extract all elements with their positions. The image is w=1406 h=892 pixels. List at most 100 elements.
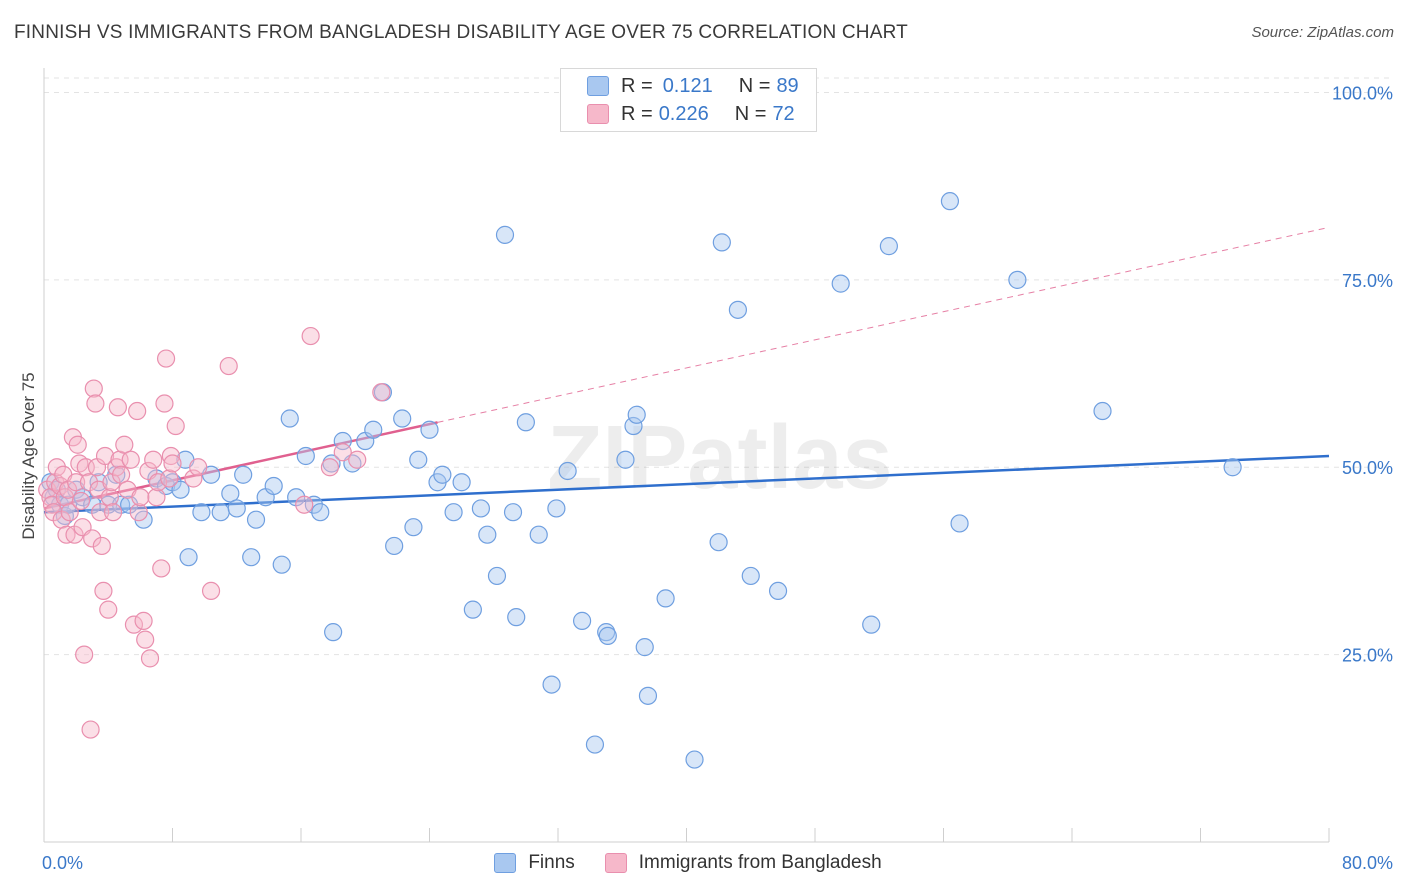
point-finns bbox=[529, 525, 548, 544]
point-finns bbox=[192, 503, 211, 522]
point-finns bbox=[409, 450, 428, 469]
point-bangladesh bbox=[295, 495, 314, 514]
point-finns bbox=[471, 499, 490, 518]
point-bangladesh bbox=[147, 488, 166, 507]
point-finns bbox=[831, 274, 850, 293]
source-label: Source: ZipAtlas.com bbox=[1251, 24, 1394, 41]
point-finns bbox=[685, 750, 704, 769]
legend-item-bangladesh: Immigrants from Bangladesh bbox=[604, 852, 882, 874]
point-finns bbox=[638, 686, 658, 705]
point-finns bbox=[598, 626, 617, 645]
point-finns bbox=[89, 473, 108, 492]
legend-swatch-finns bbox=[587, 76, 609, 96]
point-bangladesh bbox=[94, 581, 113, 601]
watermark: ZIPatlas bbox=[547, 408, 892, 508]
point-bangladesh bbox=[219, 356, 238, 376]
point-bangladesh bbox=[99, 600, 118, 619]
point-finns bbox=[264, 476, 283, 496]
point-finns bbox=[862, 615, 881, 634]
series-legend: Finns Immigrants from Bangladesh bbox=[0, 852, 1406, 874]
point-finns bbox=[433, 465, 452, 484]
point-bangladesh bbox=[348, 450, 367, 469]
tick-labels: 25.0% 50.0% 75.0% 100.0% 0.0% 80.0% bbox=[42, 83, 1393, 873]
point-bangladesh bbox=[320, 458, 340, 477]
point-finns bbox=[1223, 458, 1242, 477]
point-bangladesh bbox=[161, 446, 180, 466]
series-bangladesh-points bbox=[38, 326, 391, 739]
y-tick-label: 25.0% bbox=[1342, 646, 1393, 666]
point-bangladesh bbox=[84, 379, 103, 398]
trend-line-finns bbox=[43, 454, 1330, 514]
point-finns bbox=[311, 503, 330, 522]
point-finns bbox=[227, 499, 246, 518]
point-finns bbox=[709, 533, 728, 552]
legend-item-finns: Finns bbox=[494, 852, 575, 874]
point-bangladesh bbox=[75, 645, 94, 664]
point-finns bbox=[420, 420, 439, 439]
point-finns bbox=[296, 446, 315, 466]
y-axis-label: Disability Age Over 75 bbox=[19, 372, 38, 539]
point-finns bbox=[879, 237, 898, 256]
point-bangladesh bbox=[103, 503, 123, 522]
y-tick-label: 50.0% bbox=[1342, 458, 1393, 478]
legend-n-value: 72 bbox=[772, 102, 795, 125]
point-finns bbox=[393, 409, 412, 428]
trend-line-bangladesh-extension bbox=[437, 226, 1330, 423]
point-bangladesh bbox=[140, 649, 160, 668]
point-bangladesh bbox=[115, 435, 134, 454]
point-bangladesh bbox=[68, 435, 87, 454]
point-finns bbox=[463, 600, 482, 619]
legend-swatch-bangladesh bbox=[587, 104, 609, 124]
point-finns bbox=[304, 495, 323, 514]
point-bangladesh bbox=[71, 491, 91, 511]
chart-title: FINNISH VS IMMIGRANTS FROM BANGLADESH DI… bbox=[14, 22, 908, 43]
point-finns bbox=[507, 608, 526, 627]
axes bbox=[43, 68, 1330, 843]
legend-label-finns: Finns bbox=[528, 852, 575, 873]
x-tick-label-min: 0.0% bbox=[42, 853, 83, 873]
point-bangladesh bbox=[92, 536, 111, 556]
point-finns bbox=[712, 233, 731, 252]
point-bangladesh bbox=[160, 469, 179, 488]
grid-lines bbox=[44, 77, 1394, 656]
point-bangladesh bbox=[166, 416, 185, 436]
point-bangladesh bbox=[108, 398, 127, 417]
point-finns bbox=[234, 465, 253, 484]
legend-r-label: R = bbox=[621, 102, 653, 125]
point-bangladesh bbox=[189, 458, 208, 477]
point-bangladesh bbox=[111, 465, 131, 484]
point-bangladesh bbox=[128, 401, 147, 421]
point-bangladesh bbox=[81, 720, 100, 739]
point-bangladesh bbox=[144, 450, 163, 469]
legend-r-value: 0.226 bbox=[658, 102, 709, 125]
point-bangladesh bbox=[129, 503, 148, 522]
y-tick-label: 100.0% bbox=[1332, 83, 1393, 103]
point-bangladesh bbox=[83, 529, 102, 548]
point-finns bbox=[179, 548, 198, 567]
point-finns bbox=[635, 638, 654, 657]
point-bangladesh bbox=[155, 394, 174, 413]
point-finns bbox=[452, 473, 471, 492]
point-bangladesh bbox=[136, 630, 155, 649]
point-finns bbox=[728, 300, 748, 319]
point-finns bbox=[940, 192, 960, 211]
point-bangladesh bbox=[131, 488, 150, 507]
point-bangladesh bbox=[60, 503, 79, 522]
point-bangladesh bbox=[201, 581, 221, 601]
legend-label-bangladesh: Immigrants from Bangladesh bbox=[638, 852, 882, 873]
point-finns bbox=[324, 623, 343, 642]
legend-r-label: R = bbox=[621, 74, 653, 97]
point-finns bbox=[585, 735, 605, 754]
legend-r-value: 0.121 bbox=[662, 74, 713, 97]
point-bangladesh bbox=[163, 454, 182, 473]
legend-n-label: N = bbox=[734, 102, 767, 125]
point-finns bbox=[221, 484, 240, 503]
point-finns bbox=[768, 581, 788, 601]
point-finns bbox=[741, 566, 760, 586]
point-bangladesh bbox=[91, 503, 110, 522]
point-bangladesh bbox=[100, 488, 119, 507]
point-finns bbox=[950, 514, 969, 533]
point-finns bbox=[487, 566, 507, 586]
point-finns bbox=[572, 611, 592, 630]
point-finns bbox=[547, 499, 566, 518]
